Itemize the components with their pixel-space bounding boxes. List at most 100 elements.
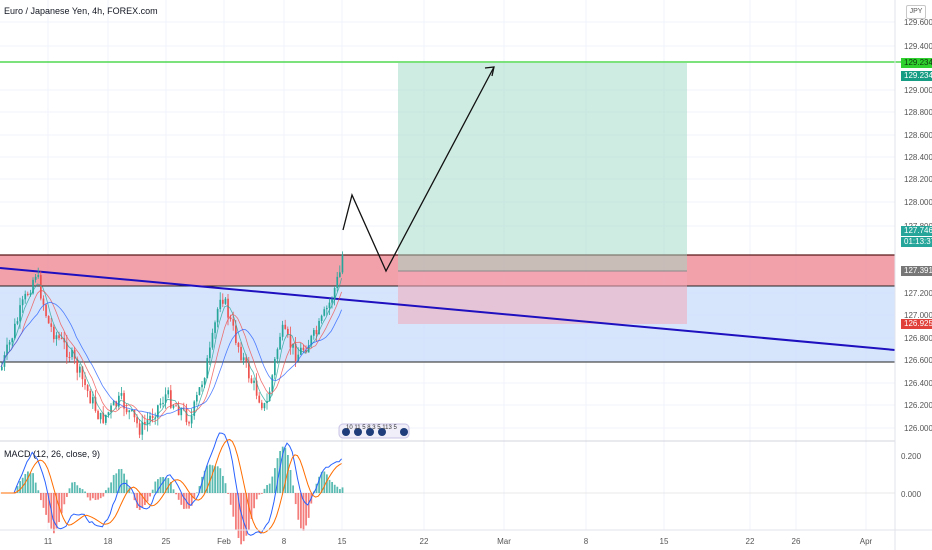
candle-body <box>32 279 34 294</box>
candle-body <box>203 378 206 385</box>
macd-histogram-bar <box>19 481 21 493</box>
time-tick-label: 25 <box>162 537 171 546</box>
macd-axis[interactable]: 0.200 0.000 <box>901 452 922 499</box>
candle-body <box>219 299 222 310</box>
candle-body <box>162 402 164 404</box>
macd-histogram-bar <box>84 491 86 493</box>
macd-histogram-bar <box>255 493 258 500</box>
candle-body <box>250 378 253 383</box>
macd-histogram-bar <box>86 493 89 498</box>
projection-arrowhead <box>484 66 495 77</box>
currency-button[interactable]: JPY <box>906 5 926 19</box>
candle-body <box>224 298 227 304</box>
candle-body <box>196 395 198 402</box>
macd-histogram-bar <box>289 469 292 493</box>
time-axis[interactable]: 11 18 25 Feb 8 15 22 Mar 8 15 22 26 Apr <box>44 537 873 546</box>
time-tick-label: 18 <box>104 537 113 546</box>
candle-body <box>180 408 183 416</box>
target-price-badge-top: 129.234 <box>901 58 932 68</box>
macd-histogram-bar <box>68 488 71 493</box>
candle-body <box>255 380 258 396</box>
macd-histogram-bar <box>55 493 58 529</box>
macd-histogram-bar <box>294 493 297 505</box>
candle-body <box>336 276 339 289</box>
candle-body <box>27 293 29 296</box>
event-markers[interactable]: 10 11 5 8 3 5 113 5 <box>338 423 410 439</box>
candle-body <box>118 395 120 407</box>
candle-body <box>55 335 58 340</box>
macd-histogram-bar <box>224 483 227 493</box>
candle-body <box>222 299 224 304</box>
candle-body <box>292 343 294 348</box>
candle-body <box>81 366 84 380</box>
candle-body <box>24 293 27 300</box>
candle-body <box>136 417 138 424</box>
candle-body <box>14 323 16 339</box>
macd-histogram-bar <box>328 479 331 493</box>
macd-histogram-bar <box>149 493 151 497</box>
candle-body <box>79 366 81 373</box>
price-tick-label: 128.200 <box>904 175 932 184</box>
macd-histogram-bar <box>320 471 323 493</box>
candle-body <box>253 380 255 383</box>
macd-histogram-bar <box>211 465 214 493</box>
macd-histogram-bar <box>261 493 263 494</box>
macd-histogram-bar <box>331 481 333 493</box>
macd-histogram-bar <box>16 486 19 493</box>
macd-histogram-bar <box>253 493 255 509</box>
macd-histogram-bar <box>307 493 310 518</box>
candle-body <box>248 361 250 379</box>
candle-body <box>289 334 292 348</box>
price-tick-label: 126.400 <box>904 379 932 388</box>
candle-body <box>21 299 24 306</box>
macd-title: MACD (12, 26, close, 9) <box>4 449 101 459</box>
macd-histogram-bar <box>276 458 279 493</box>
macd-histogram-bar <box>66 493 68 497</box>
candle-body <box>258 395 261 403</box>
candle-body <box>310 335 313 346</box>
candle-body <box>71 349 73 358</box>
price-tick-label: 127.000 <box>904 311 932 320</box>
candle-body <box>141 421 144 435</box>
time-tick-label: 8 <box>282 537 287 546</box>
candle-body <box>201 384 203 388</box>
macd-histogram-bar <box>45 493 47 515</box>
macd-histogram-bar <box>102 493 105 497</box>
macd-histogram-bar <box>21 477 24 493</box>
candle-body <box>89 390 92 404</box>
macd-tick: 0.000 <box>901 490 922 499</box>
macd-histogram-bar <box>201 476 203 493</box>
price-tick-label: 126.000 <box>904 424 932 433</box>
macd-histogram-bar <box>37 490 40 493</box>
macd-histogram-bar <box>71 482 73 493</box>
candle-body <box>323 309 326 316</box>
candle-body <box>105 414 107 423</box>
macd-histogram-bar <box>125 479 128 493</box>
candle-body <box>151 415 154 419</box>
price-tick-label: 128.600 <box>904 131 932 140</box>
macd-histogram-bar <box>333 484 336 493</box>
time-tick-label: 15 <box>660 537 669 546</box>
candle-body <box>123 393 125 409</box>
macd-histogram-bar <box>216 466 219 493</box>
candle-body <box>229 317 232 320</box>
macd-histogram-bar <box>105 490 107 493</box>
macd-histogram-bar <box>266 485 268 493</box>
candle-body <box>297 354 300 362</box>
macd-histogram-bar <box>300 493 302 529</box>
candle-body <box>53 326 55 340</box>
macd-histogram-bar <box>209 464 211 493</box>
candle-body <box>305 350 307 353</box>
macd-histogram-bar <box>157 479 159 493</box>
candle-body <box>40 275 42 299</box>
macd-histogram-bar <box>323 471 326 493</box>
candle-body <box>42 298 45 305</box>
candle-body <box>170 390 172 408</box>
candle-body <box>274 358 276 376</box>
candle-body <box>84 379 86 386</box>
price-tick-label: 128.400 <box>904 153 932 162</box>
macd-histogram-bar <box>188 493 190 509</box>
candle-body <box>157 405 159 418</box>
macd-histogram-bar <box>177 493 180 500</box>
